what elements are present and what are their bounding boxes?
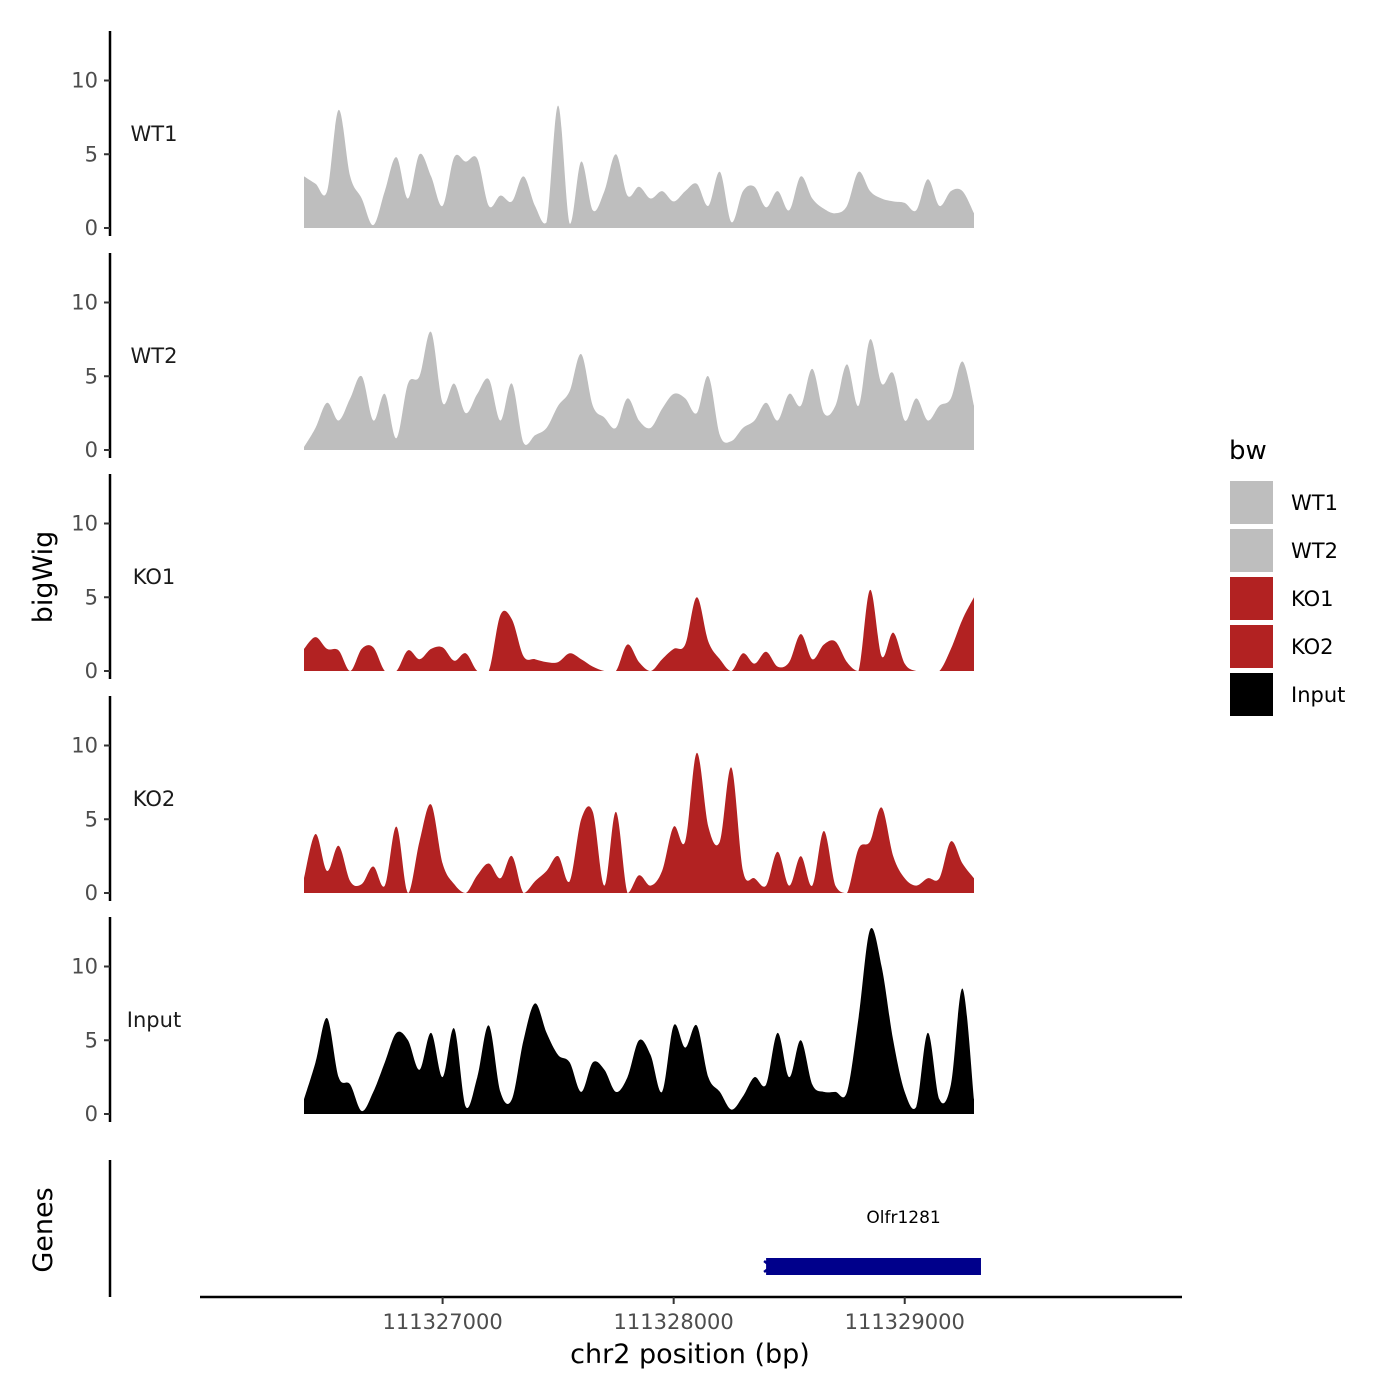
y-tick-label: 0	[85, 438, 98, 462]
y-tick-label: 0	[85, 1102, 98, 1126]
coverage-area-input	[304, 927, 974, 1114]
legend-key-ko1	[1228, 575, 1275, 622]
legend-label-ko1: KO1	[1291, 587, 1334, 611]
genes-axis-title: Genes	[28, 1187, 59, 1272]
x-tick-label: 111327000	[382, 1310, 502, 1334]
track-label: WT2	[131, 344, 178, 368]
legend-key-wt1	[1228, 479, 1275, 526]
y-tick-label: 5	[85, 585, 98, 609]
legend-key-wt2	[1228, 527, 1275, 574]
y-tick-label: 10	[71, 512, 98, 536]
gene-body	[766, 1258, 981, 1275]
legend-title: bw	[1229, 436, 1267, 466]
y-tick-label: 5	[85, 807, 98, 831]
track-label: WT1	[131, 122, 178, 146]
track-wt2: 0 5 10 WT2	[71, 253, 974, 462]
gene-label: Olfr1281	[866, 1208, 940, 1228]
legend-label-wt1: WT1	[1291, 491, 1338, 515]
gene-strand-arrow	[763, 1260, 774, 1273]
genes-panel: Olfr1281	[108, 1160, 981, 1297]
coverage-area-wt2	[304, 331, 974, 450]
track-label: KO2	[133, 787, 176, 811]
track-ko2: 0 5 10 KO2	[71, 696, 974, 905]
legend-key-input	[1228, 671, 1275, 718]
y-axis-title: bigWig	[28, 531, 59, 624]
y-tick-label: 0	[85, 216, 98, 240]
coverage-area-ko1	[304, 589, 974, 671]
x-axis-title: chr2 position (bp)	[570, 1339, 810, 1370]
y-tick-label: 5	[85, 142, 98, 166]
legend-key-ko2	[1228, 623, 1275, 670]
y-tick-label: 10	[71, 69, 98, 93]
track-ko1: 0 5 10 KO1	[71, 474, 974, 683]
x-axis: 111327000 111328000 111329000	[200, 1295, 1182, 1334]
legend: bw WT1 WT2 KO1 KO2 Input	[1228, 436, 1345, 718]
tracks-group: 0 5 10 WT1 0 5 10 WT2 0 5 10 KO1 0 5 10 KO2 0 5 10 Input	[71, 31, 974, 1126]
y-tick-label: 10	[71, 291, 98, 315]
coverage-area-ko2	[304, 752, 974, 893]
y-tick-label: 0	[85, 881, 98, 905]
track-input: 0 5 10 Input	[71, 917, 974, 1126]
track-wt1: 0 5 10 WT1	[71, 31, 974, 240]
x-tick-label: 111328000	[614, 1310, 734, 1334]
track-label: KO1	[133, 565, 176, 589]
y-tick-label: 10	[71, 734, 98, 758]
legend-label-input: Input	[1291, 683, 1345, 707]
track-label: Input	[127, 1008, 181, 1032]
y-tick-label: 5	[85, 1028, 98, 1052]
y-tick-label: 5	[85, 364, 98, 388]
y-tick-label: 10	[71, 955, 98, 979]
legend-label-ko2: KO2	[1291, 635, 1334, 659]
coverage-area-wt1	[304, 105, 974, 228]
y-tick-label: 0	[85, 659, 98, 683]
x-tick-label: 111329000	[845, 1310, 965, 1334]
legend-label-wt2: WT2	[1291, 539, 1338, 563]
